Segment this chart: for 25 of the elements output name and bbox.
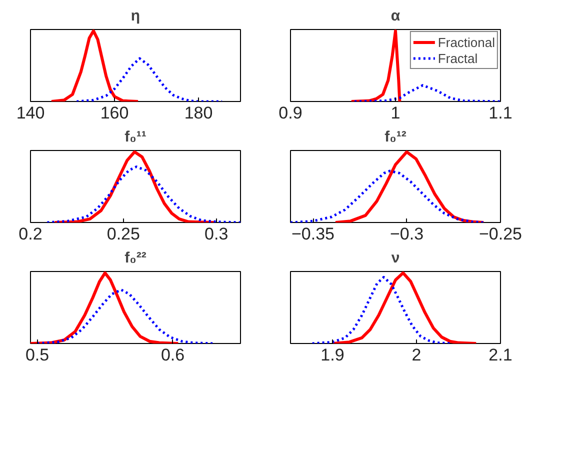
x-tick-label: 0.5 bbox=[25, 346, 50, 364]
x-tick-label: 160 bbox=[100, 104, 129, 122]
x-tick-label: 180 bbox=[184, 104, 213, 122]
chart-title: η bbox=[130, 8, 140, 24]
x-tick-label: −0.25 bbox=[478, 224, 522, 244]
x-tick-label: 0.25 bbox=[106, 224, 140, 244]
x-tick-label: −0.35 bbox=[291, 224, 335, 244]
x-tick-label: 2.1 bbox=[488, 346, 512, 364]
legend-label: Fractal bbox=[438, 50, 478, 66]
x-tick-label: 1 bbox=[390, 104, 400, 122]
chart-title: f₀²² bbox=[124, 250, 146, 266]
x-tick-label: 2 bbox=[412, 346, 422, 364]
x-tick-label: 0.3 bbox=[204, 224, 228, 244]
x-tick-label: 0.6 bbox=[160, 346, 185, 364]
x-tick-label: 1.1 bbox=[488, 104, 512, 122]
chart-title: α bbox=[390, 8, 401, 24]
x-tick-label: 140 bbox=[16, 104, 45, 122]
x-tick-label: 0.9 bbox=[278, 104, 302, 122]
legend-label: Fractional bbox=[438, 34, 495, 50]
x-tick-label: 1.9 bbox=[320, 346, 344, 364]
x-tick-label: −0.3 bbox=[390, 224, 424, 244]
chart-title: f₀¹² bbox=[384, 128, 406, 146]
x-tick-label: 0.2 bbox=[18, 224, 42, 244]
chart-title: f₀¹¹ bbox=[124, 128, 146, 146]
chart-title: ν bbox=[391, 250, 400, 266]
